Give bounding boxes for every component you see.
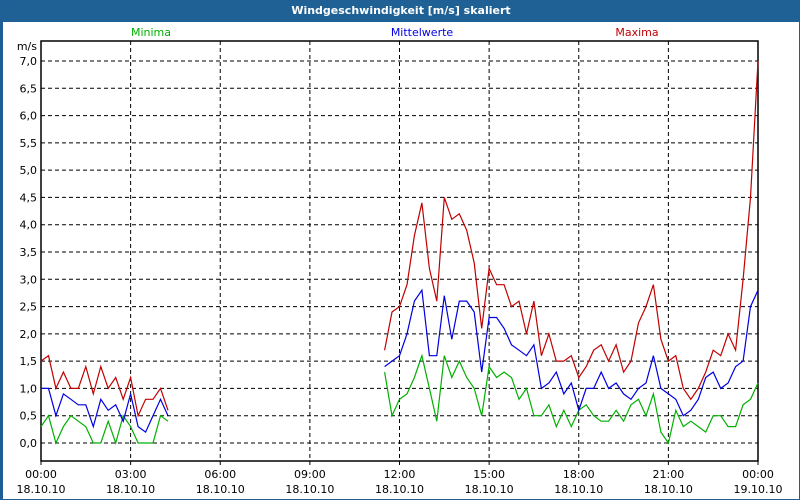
series-line-mittelwerte (41, 387, 169, 434)
x-tick-time: 12:00 (384, 468, 416, 481)
y-tick-label: 6,5 (20, 82, 38, 95)
window-title: Windgeschwindigkeit [m/s] skaliert (1, 1, 800, 21)
legend-minima: Minima (131, 26, 171, 39)
y-tick-label: 3,5 (20, 246, 38, 259)
y-tick-label: 2,5 (20, 301, 38, 314)
x-tick-time: 15:00 (473, 468, 505, 481)
y-tick-label: 0,0 (20, 437, 38, 450)
series-line-mittelwerte (384, 288, 759, 417)
x-tick-date: 18.10.10 (554, 483, 603, 496)
x-tick-date: 18.10.10 (196, 483, 245, 496)
y-tick-label: 1,5 (20, 355, 38, 368)
x-tick-date: 18.10.10 (375, 483, 424, 496)
x-tick-date: 18.10.10 (285, 483, 334, 496)
x-tick-time: 21:00 (653, 468, 685, 481)
x-tick-time: 09:00 (294, 468, 326, 481)
y-tick-label: 7,0 (20, 55, 38, 68)
x-tick-time: 03:00 (115, 468, 147, 481)
y-tick-label: 5,0 (20, 164, 38, 177)
wind-speed-chart: 0,0 0,5 1,0 1,5 2,0 2,5 3,0 3,5 4,0 4,5 5,0 5,5 6,0 6… (17, 26, 783, 496)
legend-maxima: Maxima (615, 26, 658, 39)
x-tick-date: 18.10.10 (465, 483, 514, 496)
x-tick-time: 00:00 (742, 468, 774, 481)
y-tick-label: 5,5 (20, 137, 38, 150)
y-tick-label: 3,0 (20, 273, 38, 286)
series-line-minima (384, 353, 759, 445)
series-line-maxima (40, 354, 169, 418)
x-tick-time: 00:00 (25, 468, 57, 481)
chart-area: 0,0 0,5 1,0 1,5 2,0 2,5 3,0 3,5 4,0 4,5 5,0 5,5 6,0 6… (3, 22, 799, 499)
series-line-maxima (384, 60, 759, 401)
x-tick-time: 18:00 (563, 468, 595, 481)
y-axis-label: m/s (17, 40, 37, 53)
y-tick-label: 0,5 (20, 410, 38, 423)
x-tick-time: 06:00 (204, 468, 236, 481)
y-tick-label: 4,5 (20, 191, 38, 204)
legend-mittelwerte: Mittelwerte (391, 26, 454, 39)
y-tick-label: 1,0 (20, 382, 38, 395)
x-tick-date: 18.10.10 (17, 483, 66, 496)
y-tick-label: 2,0 (20, 328, 38, 341)
y-tick-label: 6,0 (20, 110, 38, 123)
series-line-minima (40, 414, 169, 446)
x-tick-date: 18.10.10 (644, 483, 693, 496)
x-tick-date: 18.10.10 (106, 483, 155, 496)
plot-frame (40, 40, 759, 462)
y-tick-label: 4,0 (20, 219, 38, 232)
x-tick-date: 19.10.10 (734, 483, 783, 496)
